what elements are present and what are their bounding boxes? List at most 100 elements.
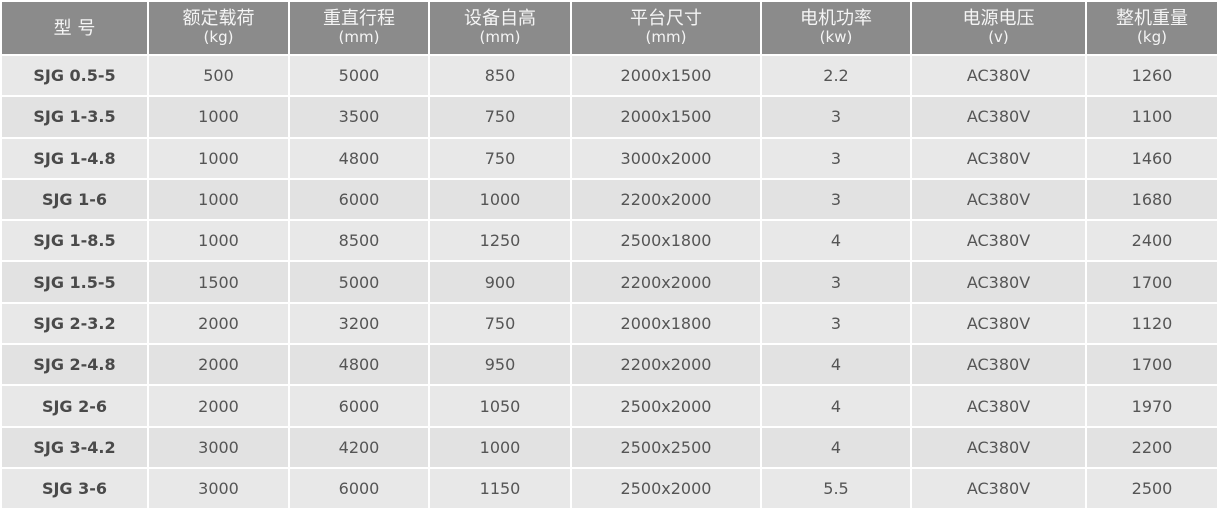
table-cell: 1000: [147, 95, 290, 139]
table-cell: 1680: [1085, 177, 1217, 222]
table-cell: 3: [760, 301, 912, 346]
table-cell: AC380V: [910, 466, 1087, 510]
table-cell: 8500: [288, 219, 430, 263]
model-cell: SJG 2-4.8: [0, 343, 149, 387]
table-cell: 6000: [288, 466, 430, 510]
table-cell: 2500x2000: [570, 384, 762, 428]
column-header: 额定载荷 (kg): [147, 0, 290, 56]
table-cell: 5.5: [760, 466, 912, 510]
table-cell: 1260: [1085, 53, 1217, 98]
table-cell: 2200x2000: [570, 260, 762, 304]
table-cell: 500: [147, 53, 290, 98]
table-row: SJG 2-6 2000 6000 1050 2500x2000 4 AC380V 1970: [0, 384, 1217, 428]
table-row: SJG 1-3.5 1000 3500 750 2000x1500 3 AC380V 1100: [0, 95, 1217, 139]
table-cell: 3000: [147, 425, 290, 469]
table-cell: 1050: [428, 384, 572, 428]
table-cell: 850: [428, 53, 572, 98]
column-unit: (kg): [1137, 28, 1167, 46]
model-cell: SJG 1-8.5: [0, 219, 149, 263]
table-cell: AC380V: [910, 260, 1087, 304]
table-cell: AC380V: [910, 95, 1087, 139]
model-cell: SJG 3-6: [0, 466, 149, 510]
column-unit: (mm): [645, 28, 687, 46]
column-title: 平台尺寸: [630, 8, 702, 29]
column-title: 重直行程: [323, 8, 395, 29]
table-cell: AC380V: [910, 425, 1087, 469]
table-cell: 4200: [288, 425, 430, 469]
table-cell: 6000: [288, 384, 430, 428]
column-header: 电源电压 (v): [910, 0, 1087, 56]
table-cell: 750: [428, 95, 572, 139]
table-cell: 4800: [288, 136, 430, 180]
table-cell: 4: [760, 384, 912, 428]
table-cell: 1150: [428, 466, 572, 510]
model-cell: SJG 2-6: [0, 384, 149, 428]
column-header: 重直行程 (mm): [288, 0, 430, 56]
table-cell: 3200: [288, 301, 430, 346]
model-cell: SJG 1-6: [0, 177, 149, 222]
column-unit: (mm): [338, 28, 380, 46]
column-unit: (mm): [479, 28, 521, 46]
table-cell: 2.2: [760, 53, 912, 98]
table-cell: 2000x1500: [570, 53, 762, 98]
table-cell: 5000: [288, 53, 430, 98]
table-cell: 2000: [147, 384, 290, 428]
table-cell: 1460: [1085, 136, 1217, 180]
table-cell: 1970: [1085, 384, 1217, 428]
table-cell: 2200x2000: [570, 177, 762, 222]
model-cell: SJG 1-3.5: [0, 95, 149, 139]
table-cell: 1500: [147, 260, 290, 304]
table-row: SJG 3-6 3000 6000 1150 2500x2000 5.5 AC380V 250…: [0, 466, 1217, 510]
table-cell: AC380V: [910, 301, 1087, 346]
table-cell: 1100: [1085, 95, 1217, 139]
column-header: 型 号: [0, 0, 149, 56]
column-unit: (kg): [203, 28, 234, 46]
table-cell: 3000x2000: [570, 136, 762, 180]
column-title: 型 号: [53, 17, 96, 39]
table-cell: 750: [428, 301, 572, 346]
table-cell: 4: [760, 219, 912, 263]
table-row: SJG 1-6 1000 6000 1000 2200x2000 3 AC380V 1680: [0, 177, 1217, 222]
table-cell: 6000: [288, 177, 430, 222]
table-cell: 2400: [1085, 219, 1217, 263]
table-cell: AC380V: [910, 177, 1087, 222]
model-cell: SJG 0.5-5: [0, 53, 149, 98]
table-cell: 2500x1800: [570, 219, 762, 263]
table-cell: 4: [760, 343, 912, 387]
table-cell: 2500x2000: [570, 466, 762, 510]
table-cell: 3000: [147, 466, 290, 510]
model-cell: SJG 2-3.2: [0, 301, 149, 346]
table-cell: 4: [760, 425, 912, 469]
column-header: 电机功率 (kw): [760, 0, 912, 56]
table-row: SJG 2-3.2 2000 3200 750 2000x1800 3 AC380V 1120: [0, 301, 1217, 346]
table-row: SJG 1-4.8 1000 4800 750 3000x2000 3 AC380V 1460: [0, 136, 1217, 180]
table-cell: 1000: [428, 425, 572, 469]
table-cell: AC380V: [910, 136, 1087, 180]
table-cell: 4800: [288, 343, 430, 387]
table-cell: 1000: [147, 177, 290, 222]
column-header: 整机重量 (kg): [1085, 0, 1217, 56]
column-header: 设备自高 (mm): [428, 0, 572, 56]
table-cell: 2000: [147, 301, 290, 346]
table-cell: 1120: [1085, 301, 1217, 346]
table-row: SJG 1.5-5 1500 5000 900 2200x2000 3 AC380V 1700: [0, 260, 1217, 304]
table-cell: 2200: [1085, 425, 1217, 469]
table-cell: 2000: [147, 343, 290, 387]
column-title: 设备自高: [464, 8, 536, 29]
model-cell: SJG 1-4.8: [0, 136, 149, 180]
model-cell: SJG 1.5-5: [0, 260, 149, 304]
table-cell: 3: [760, 95, 912, 139]
model-cell: SJG 3-4.2: [0, 425, 149, 469]
table-cell: 2000x1500: [570, 95, 762, 139]
table-cell: 1700: [1085, 343, 1217, 387]
table-cell: 1700: [1085, 260, 1217, 304]
header-row: 型 号额定载荷 (kg) 重直行程 (mm) 设备自高 (mm) 平台尺寸 (mm) 电机功率(…: [0, 0, 1217, 56]
table-cell: 3: [760, 136, 912, 180]
table-cell: 3500: [288, 95, 430, 139]
table-cell: 3: [760, 177, 912, 222]
table-cell: 3: [760, 260, 912, 304]
table-cell: 750: [428, 136, 572, 180]
table-cell: AC380V: [910, 53, 1087, 98]
table-row: SJG 2-4.8 2000 4800 950 2200x2000 4 AC380V 1700: [0, 343, 1217, 387]
